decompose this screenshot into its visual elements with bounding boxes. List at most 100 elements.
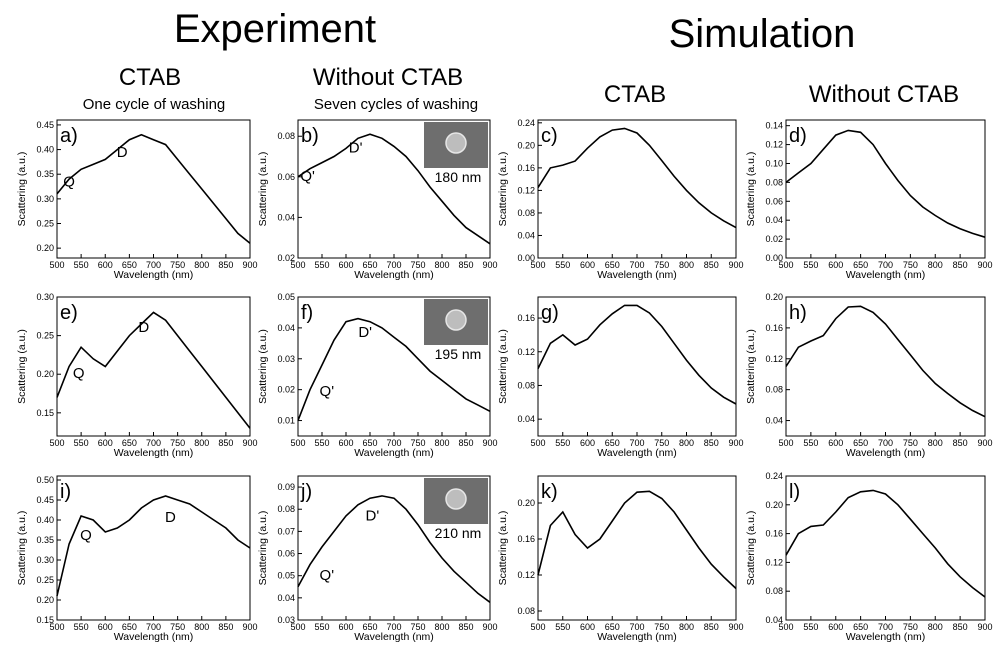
y-tick-label: 0.08 bbox=[765, 385, 783, 395]
x-tick-label: 600 bbox=[580, 260, 595, 270]
y-tick-label: 0.12 bbox=[765, 354, 783, 364]
x-tick-label: 500 bbox=[778, 260, 793, 270]
y-axis-label: Scattering (a.u.) bbox=[16, 329, 28, 404]
x-tick-label: 850 bbox=[704, 260, 719, 270]
y-tick-label: 0.03 bbox=[277, 615, 295, 625]
annotation: Q bbox=[80, 527, 92, 544]
data-line bbox=[785, 489, 986, 598]
y-axis-label: Scattering (a.u.) bbox=[16, 152, 28, 227]
x-tick-label: 700 bbox=[629, 622, 644, 632]
plot-frame bbox=[785, 119, 986, 259]
data-line bbox=[537, 490, 737, 590]
x-tick-label: 850 bbox=[218, 260, 233, 270]
y-tick-label: 0.05 bbox=[277, 292, 295, 302]
y-tick-label: 0.35 bbox=[36, 535, 54, 545]
inset-label: 195 nm bbox=[435, 346, 482, 362]
x-tick-label: 850 bbox=[704, 622, 719, 632]
x-tick-label: 550 bbox=[314, 622, 329, 632]
x-tick-label: 500 bbox=[49, 260, 64, 270]
x-tick-label: 500 bbox=[290, 260, 305, 270]
x-tick-label: 650 bbox=[362, 260, 377, 270]
x-tick-label: 800 bbox=[194, 622, 209, 632]
y-tick-label: 0.08 bbox=[517, 380, 535, 390]
x-tick-label: 850 bbox=[953, 260, 968, 270]
y-tick-label: 0.04 bbox=[517, 414, 535, 424]
y-tick-label: 0.08 bbox=[765, 177, 783, 187]
panel-label: b) bbox=[301, 125, 319, 147]
y-tick-label: 0.05 bbox=[277, 571, 295, 581]
group-title: Experiment bbox=[174, 7, 376, 51]
y-tick-label: 0.04 bbox=[517, 230, 535, 240]
x-tick-label: 800 bbox=[194, 438, 209, 448]
y-tick-label: 0.16 bbox=[517, 163, 535, 173]
column-title: CTAB bbox=[604, 81, 666, 108]
annotation: Q' bbox=[300, 168, 315, 185]
x-tick-label: 900 bbox=[242, 622, 257, 632]
y-tick-label: 0.12 bbox=[517, 570, 535, 580]
y-tick-label: 0.20 bbox=[36, 595, 54, 605]
y-axis-label: Scattering (a.u.) bbox=[745, 511, 757, 586]
x-tick-label: 750 bbox=[903, 622, 918, 632]
x-tick-label: 650 bbox=[853, 622, 868, 632]
x-tick-label: 500 bbox=[290, 622, 305, 632]
x-tick-label: 550 bbox=[803, 622, 818, 632]
x-tick-label: 600 bbox=[98, 438, 113, 448]
x-tick-label: 700 bbox=[146, 438, 161, 448]
x-tick-label: 900 bbox=[482, 438, 497, 448]
x-tick-label: 700 bbox=[146, 260, 161, 270]
y-tick-label: 0.14 bbox=[765, 121, 783, 131]
x-tick-label: 600 bbox=[338, 438, 353, 448]
x-tick-label: 800 bbox=[434, 622, 449, 632]
y-axis-label: Scattering (a.u.) bbox=[497, 511, 509, 586]
plot-frame bbox=[785, 475, 986, 621]
x-axis-label: Wavelength (nm) bbox=[114, 631, 194, 643]
particle bbox=[445, 132, 467, 154]
x-tick-label: 600 bbox=[98, 622, 113, 632]
y-tick-label: 0.04 bbox=[277, 323, 295, 333]
annotation: Q bbox=[73, 365, 85, 382]
panel-label: e) bbox=[60, 302, 78, 324]
x-tick-label: 900 bbox=[728, 622, 743, 632]
x-axis-label: Wavelength (nm) bbox=[114, 269, 194, 281]
y-axis-label: Scattering (a.u.) bbox=[257, 329, 269, 404]
x-tick-label: 850 bbox=[458, 260, 473, 270]
x-tick-label: 600 bbox=[828, 260, 843, 270]
x-tick-label: 550 bbox=[555, 260, 570, 270]
x-tick-label: 550 bbox=[314, 260, 329, 270]
y-tick-label: 0.00 bbox=[765, 253, 783, 263]
y-tick-label: 0.08 bbox=[277, 504, 295, 514]
y-tick-label: 0.50 bbox=[36, 475, 54, 485]
x-tick-label: 750 bbox=[654, 622, 669, 632]
y-tick-label: 0.30 bbox=[36, 555, 54, 565]
x-tick-label: 550 bbox=[314, 438, 329, 448]
panel-label: l) bbox=[789, 481, 800, 503]
data-line bbox=[537, 304, 737, 405]
x-tick-label: 800 bbox=[434, 260, 449, 270]
data-line bbox=[297, 495, 491, 603]
x-tick-label: 500 bbox=[49, 438, 64, 448]
x-tick-label: 800 bbox=[928, 260, 943, 270]
x-tick-label: 700 bbox=[878, 438, 893, 448]
x-tick-label: 850 bbox=[218, 622, 233, 632]
x-tick-label: 650 bbox=[605, 260, 620, 270]
y-tick-label: 0.10 bbox=[765, 158, 783, 168]
x-tick-label: 600 bbox=[338, 622, 353, 632]
y-axis-label: Scattering (a.u.) bbox=[257, 511, 269, 586]
x-tick-label: 800 bbox=[679, 260, 694, 270]
x-axis-label: Wavelength (nm) bbox=[597, 269, 677, 281]
data-line bbox=[785, 305, 986, 418]
y-tick-label: 0.16 bbox=[765, 323, 783, 333]
x-tick-label: 750 bbox=[170, 622, 185, 632]
x-axis-label: Wavelength (nm) bbox=[354, 631, 434, 643]
data-line bbox=[537, 127, 737, 229]
x-axis-label: Wavelength (nm) bbox=[846, 447, 926, 459]
x-tick-label: 500 bbox=[530, 438, 545, 448]
x-axis-label: Wavelength (nm) bbox=[597, 631, 677, 643]
y-tick-label: 0.06 bbox=[765, 196, 783, 206]
x-tick-label: 750 bbox=[654, 260, 669, 270]
plot-frame bbox=[56, 475, 251, 621]
x-tick-label: 750 bbox=[903, 438, 918, 448]
panel-label: a) bbox=[60, 125, 78, 147]
column-title: Without CTAB bbox=[809, 81, 959, 108]
x-tick-label: 900 bbox=[242, 260, 257, 270]
